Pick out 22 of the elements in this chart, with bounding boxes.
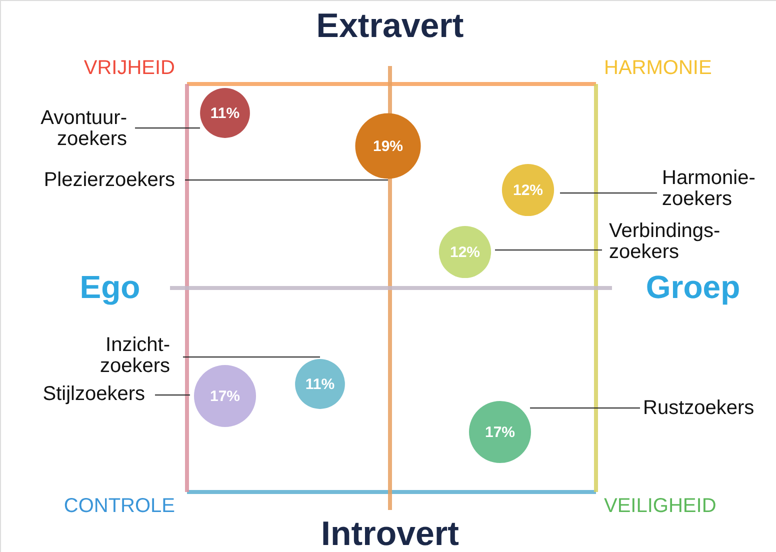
category-label: Plezierzoekers xyxy=(44,169,175,191)
text: Groep xyxy=(646,269,740,305)
category-label: Verbindings-zoekers xyxy=(609,220,720,263)
category-label: Inzicht-zoekers xyxy=(100,334,170,377)
text: VRIJHEID xyxy=(84,57,175,79)
category-label: Harmonie-zoekers xyxy=(662,167,756,210)
text: HARMONIE xyxy=(604,57,712,79)
category-label: Stijlzoekers xyxy=(42,383,145,405)
text: Ego xyxy=(80,269,140,305)
data-label: 12% xyxy=(512,182,544,199)
text: CONTROLE xyxy=(64,495,175,517)
text: VEILIGHEID xyxy=(604,495,716,517)
data-label: 17% xyxy=(210,388,240,405)
text: Extravert xyxy=(316,7,464,45)
data-label: 19% xyxy=(372,138,404,155)
data-label: 12% xyxy=(450,244,480,261)
data-label: 11% xyxy=(305,376,335,393)
category-label: Avontuur-zoekers xyxy=(40,107,127,150)
text: Introvert xyxy=(321,515,459,552)
category-label: Rustzoekers xyxy=(643,397,754,419)
data-label: 17% xyxy=(484,424,516,441)
data-label: 11% xyxy=(210,105,240,122)
